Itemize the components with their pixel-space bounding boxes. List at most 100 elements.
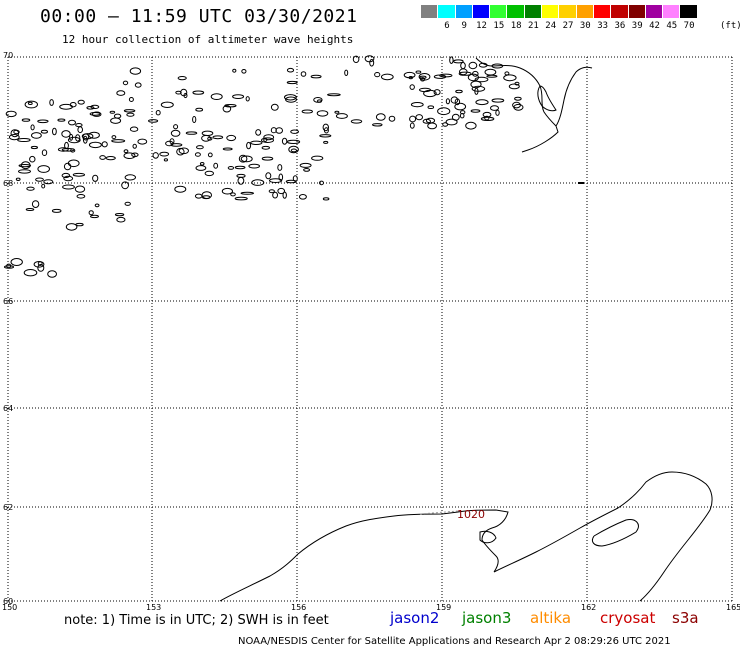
track-contour [177,76,187,81]
track-contour [114,213,125,217]
track-contour [292,175,298,182]
track-contour [35,177,44,182]
track-contour [61,172,71,179]
track-contour [170,143,183,147]
track-contour [159,151,170,157]
track-contour [277,187,286,195]
track-contour [123,149,129,154]
legend-item [421,5,439,31]
track-contour [270,103,279,111]
track-contour [472,70,479,77]
legend-label: 24 [545,21,557,31]
track-contour [3,265,15,269]
legend-item: 24 [542,5,560,31]
track-contour [514,96,522,101]
track-contour [420,77,426,82]
coastline-south [219,471,713,602]
track-contour [327,93,341,97]
track-contour [92,174,99,182]
track-contour [201,130,214,137]
coastline-island2 [479,530,497,544]
track-contour [486,74,498,78]
track-contour [207,152,213,158]
track-contour [369,59,375,67]
track-contour [137,138,148,145]
track-contour [409,84,415,90]
track-contour [33,261,45,268]
legend-unit: (ft) [720,21,740,31]
satellite-cryosat: cryosat [600,609,656,627]
track-contour [317,99,322,103]
track-contour [76,194,86,199]
legend-item: 45 [663,5,681,31]
latitude-label: 60 [3,597,14,606]
track-contour [512,101,521,109]
track-contour [285,96,297,103]
track-contour [419,75,427,80]
track-contour [240,155,253,163]
legend-swatch [455,5,473,18]
longitude-label: 165 [726,603,740,612]
legend-label: 36 [614,21,626,31]
track-contour [67,136,81,144]
track-contour [88,210,94,216]
track-contour [474,76,489,83]
track-contour [482,111,492,118]
track-contour [77,126,83,134]
legend-item: 18 [507,5,525,31]
longitude-label: 150 [2,603,18,612]
satellite-jason3: jason3 [462,609,512,627]
track-contour [298,194,307,200]
track-contour [460,62,466,70]
track-contour [89,112,101,116]
track-contour [91,111,102,117]
track-contour [111,139,126,143]
track-contour [52,127,57,136]
track-contour [459,68,468,76]
track-contour [51,208,62,213]
track-contour [350,119,363,124]
track-contour [163,158,168,162]
track-contour [495,109,500,116]
track-contour [284,94,297,101]
track-contour [124,201,131,206]
track-contour [170,129,181,137]
legend-item: 36 [611,5,629,31]
satellite-jason2: jason2 [390,609,440,627]
track-contour [251,179,265,186]
track-contour [29,155,36,163]
legend-item: 6 [438,5,456,31]
track-contour [222,147,233,151]
track-contour [192,90,205,95]
track-contour [234,196,248,201]
track-contour [322,197,330,201]
track-contour [31,200,40,209]
track-contour [352,55,360,63]
track-contour [238,154,248,163]
track-contour [47,270,57,278]
track-contour [265,172,272,180]
map-subtitle: 12 hour collection of altimeter wave hei… [62,33,354,46]
track-contour [311,155,324,161]
track-marker [578,182,584,184]
note-text: note: 1) Time is in UTC; 2) SWH is in fe… [64,613,329,628]
track-contour [196,145,204,150]
track-contour [374,72,381,78]
track-contour [195,107,204,112]
track-contour [77,99,85,105]
satellite-s3a: s3a [672,609,699,627]
footer-credit: NOAA/NESDIS Center for Satellite Applica… [238,636,671,647]
track-contour [475,99,489,106]
track-contour [88,141,102,149]
track-contour [202,195,211,200]
legend-item: 12 [472,5,491,31]
legend-label: 45 [666,21,678,31]
track-contour [227,166,235,170]
track-contour [113,113,122,119]
legend-item: 21 [524,5,543,31]
track-contour [301,109,313,114]
track-contour [25,208,35,211]
track-contour [415,114,424,121]
track-contour [299,162,312,168]
track-contour [454,102,467,111]
